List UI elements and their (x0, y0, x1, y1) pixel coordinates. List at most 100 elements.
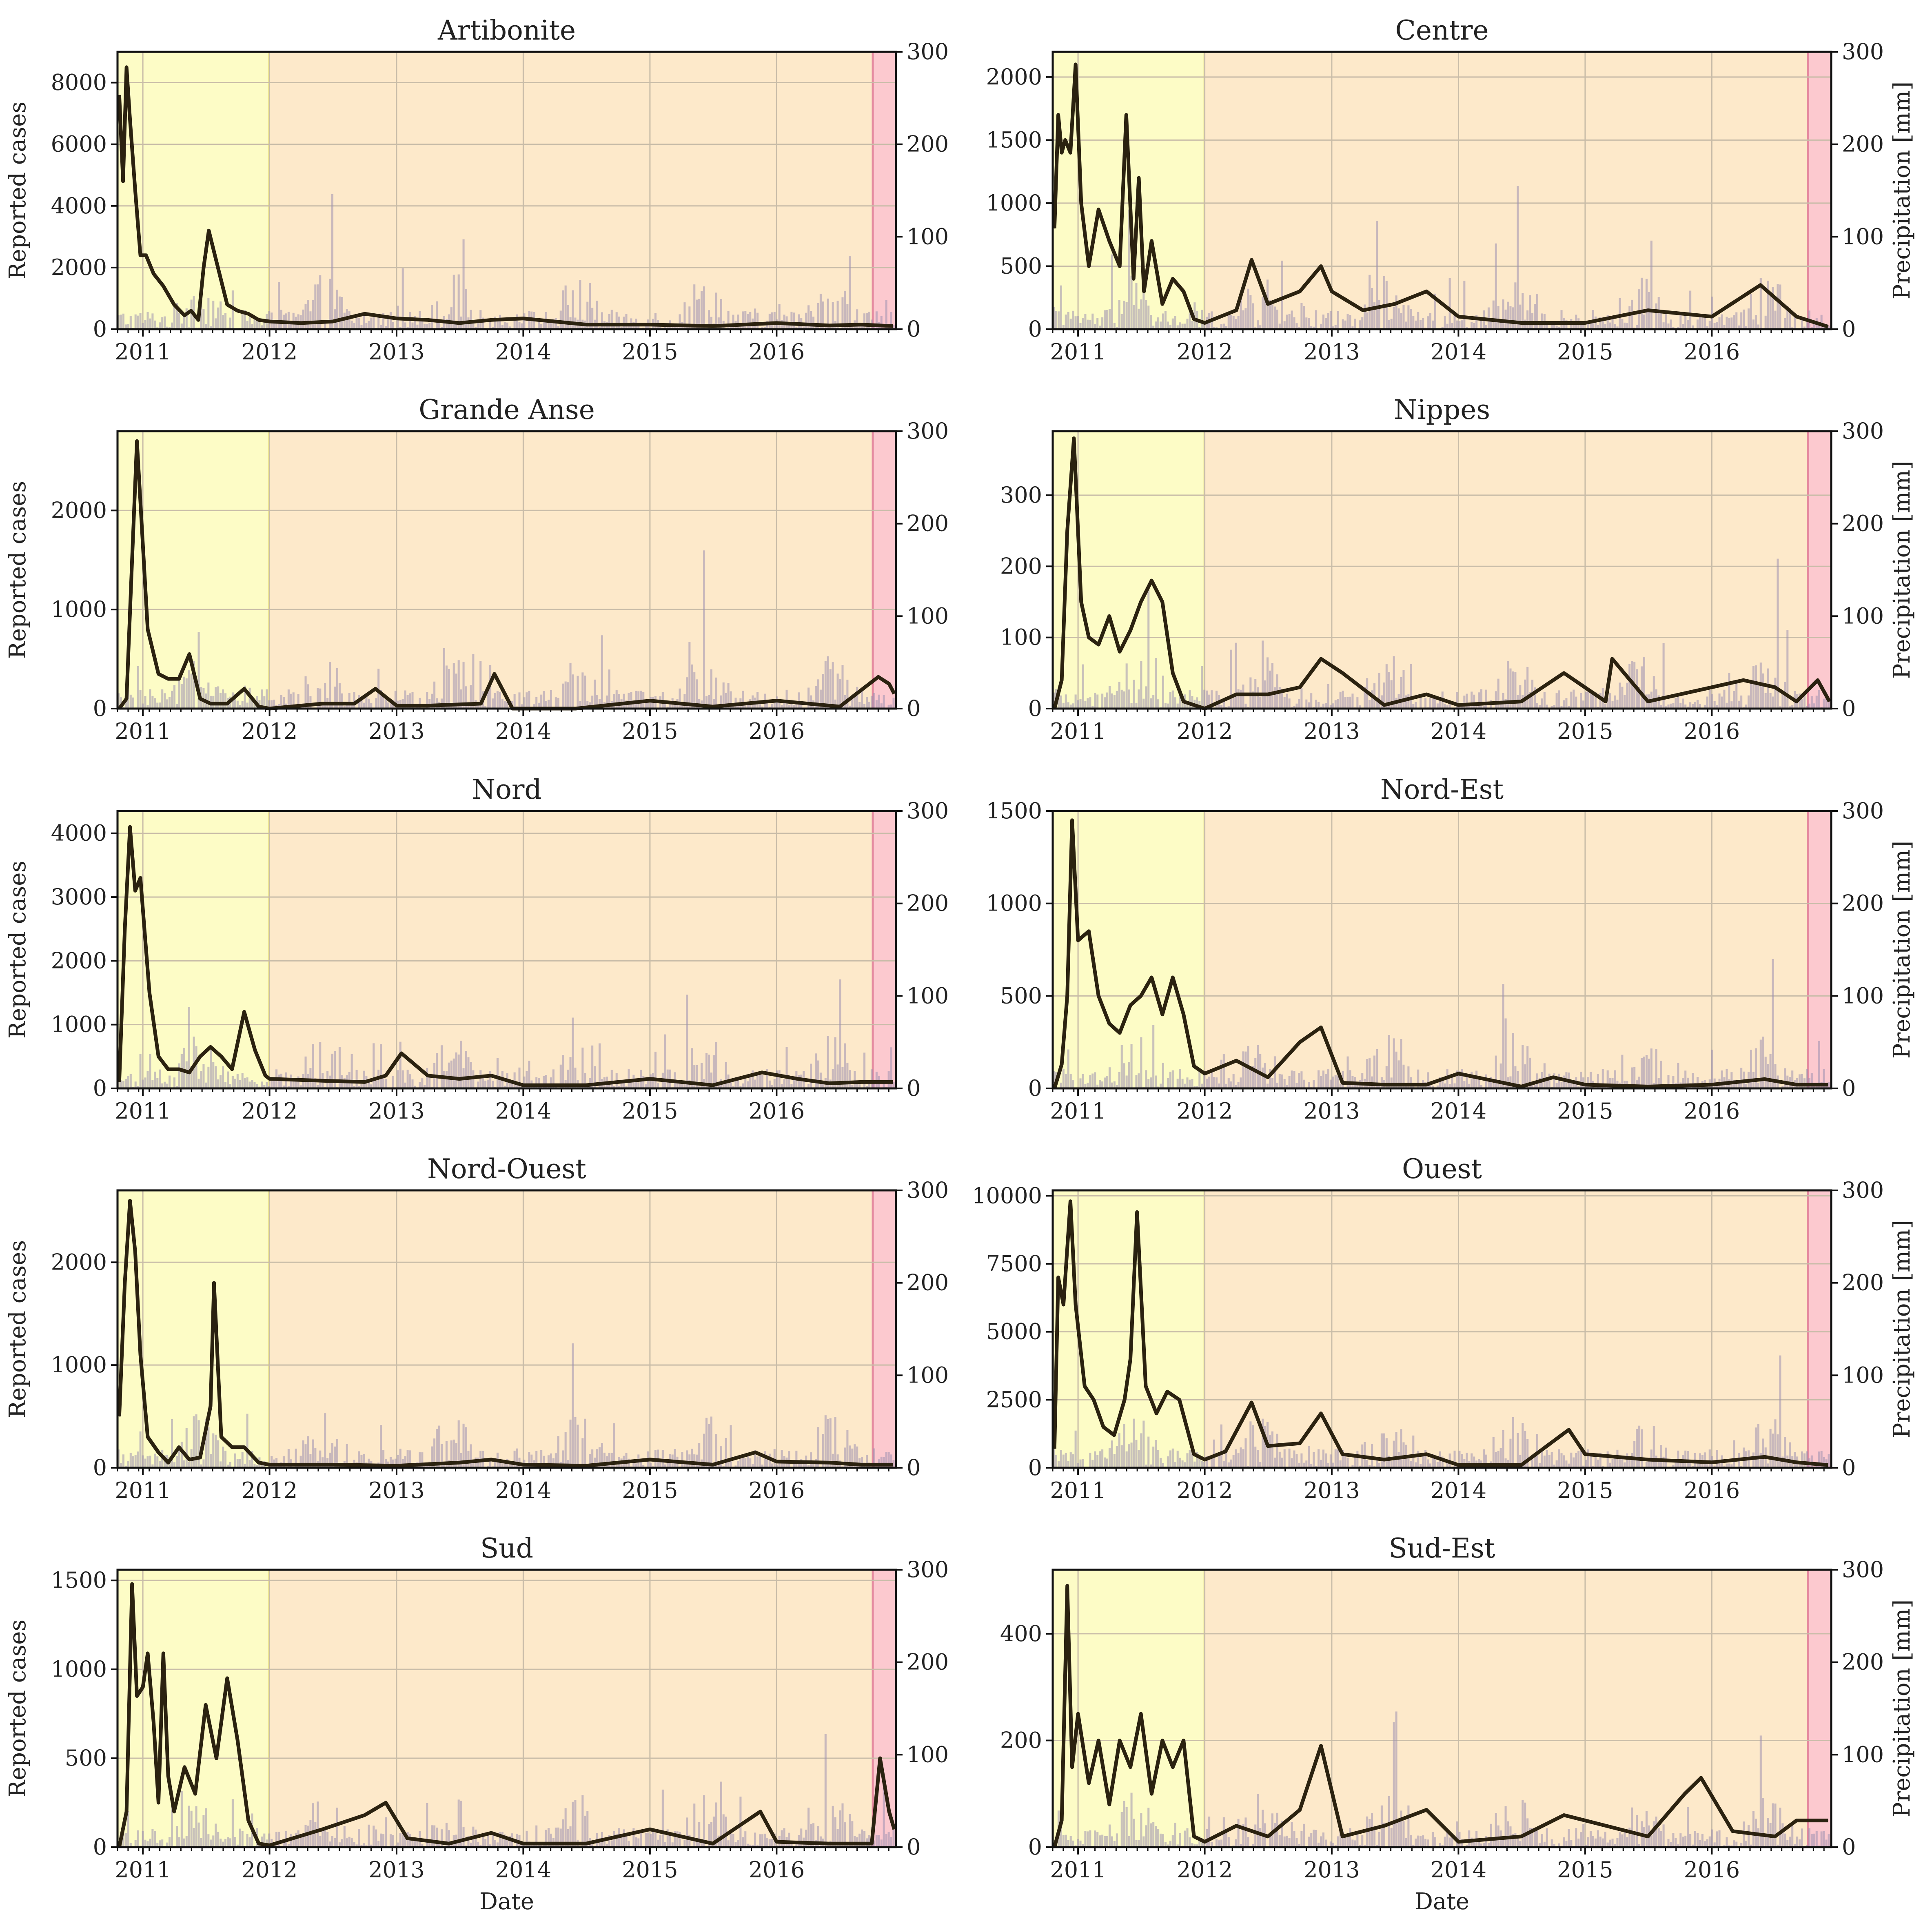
y-tick-label: 400 (1000, 1621, 1042, 1646)
precip-bar (197, 632, 200, 709)
precip-bar (1099, 1451, 1101, 1468)
precip-bar (312, 1044, 314, 1088)
precip-bar (1431, 320, 1434, 329)
precip-bar (224, 1082, 227, 1088)
precip-bar (1383, 682, 1385, 709)
precip-bar (1152, 695, 1155, 709)
precip-bar (118, 315, 120, 329)
precip-bar (572, 290, 574, 329)
precip-bar (1364, 1442, 1366, 1468)
precip-bar (406, 695, 409, 709)
precip-bar (730, 1082, 732, 1088)
cases-point (1204, 1073, 1205, 1074)
precip-bar (715, 1041, 717, 1088)
precip-bar (1619, 1832, 1621, 1847)
precip-bar (1196, 1452, 1198, 1468)
precip-bar (1587, 323, 1590, 329)
cases-point (829, 1843, 830, 1844)
precip-bar (156, 702, 159, 709)
precip-bar (1308, 1837, 1310, 1847)
precip-bar (1240, 1077, 1242, 1088)
precip-bar (1640, 666, 1643, 709)
precip-bar (693, 1065, 696, 1088)
precip-bar (1176, 703, 1179, 709)
precip-bar (1706, 696, 1708, 709)
precip-bar (319, 275, 322, 329)
panel-title: Centre (1395, 15, 1488, 46)
precip-bar (467, 1836, 470, 1847)
precip-bar (574, 1800, 577, 1847)
precip-bar (1490, 1077, 1492, 1088)
precip-bar (1624, 1462, 1626, 1468)
precip-bar (1232, 316, 1235, 329)
precip-bar (608, 669, 610, 709)
precip-bar (159, 702, 161, 709)
precip-bar (1065, 1074, 1067, 1088)
precip-bar (1235, 1449, 1237, 1468)
precip-bar (389, 312, 392, 329)
precip-bar (885, 300, 887, 329)
precip-bar (1810, 1073, 1813, 1088)
precip-bar (149, 689, 151, 709)
x-tick-label: 2014 (495, 1857, 551, 1883)
precip-bar (317, 284, 319, 329)
precip-bar (1490, 1823, 1492, 1847)
precip-bar (1179, 1069, 1181, 1088)
precip-bar (1478, 692, 1480, 709)
precip-bar (1269, 1835, 1271, 1847)
precip-bar (241, 1073, 244, 1088)
precip-bar (854, 1071, 856, 1088)
precip-bar (1351, 1465, 1354, 1468)
precip-bar (851, 1448, 854, 1468)
precip-bar (1390, 680, 1393, 709)
precip-bar (1072, 1454, 1074, 1468)
precip-bar (324, 321, 326, 329)
y-tick-label: 500 (65, 1745, 107, 1771)
precip-bar (428, 1840, 431, 1847)
precip-bar (382, 695, 385, 709)
precip-bar (188, 1806, 190, 1847)
precip-bar (436, 698, 438, 709)
precip-bar (725, 693, 727, 709)
precip-bar (712, 1817, 715, 1847)
precip-bar (1781, 1823, 1784, 1847)
precip-bar (642, 1465, 645, 1468)
precip-bar (1208, 1817, 1211, 1847)
precip-bar (450, 1844, 453, 1847)
precip-bar (1675, 1838, 1677, 1847)
x-tick-label: 2016 (749, 718, 805, 744)
precip-bar (1480, 689, 1483, 709)
y-tick-label: 0 (1028, 1455, 1042, 1480)
precip-bar (1687, 1077, 1689, 1088)
precip-bar (630, 1081, 632, 1088)
precip-bar (1733, 1440, 1735, 1468)
precip-bar (1667, 704, 1670, 709)
precip-bar (1402, 1442, 1405, 1468)
precip-bar (1473, 323, 1475, 329)
x-tick-label: 2011 (1050, 339, 1106, 365)
precip-bar (215, 1434, 217, 1468)
precip-bar (1485, 1836, 1487, 1847)
precip-bar (1594, 316, 1597, 329)
precip-bar (1281, 689, 1283, 709)
precip-bar (1587, 691, 1590, 709)
precip-bar (766, 702, 768, 709)
precip-bar (1116, 327, 1118, 329)
precip-bar (1120, 1445, 1123, 1468)
precip-bar (1660, 312, 1662, 329)
precip-bar (462, 239, 465, 329)
precip-bar (1181, 1460, 1184, 1468)
precip-bar (550, 1833, 552, 1847)
precip-bar (873, 1840, 875, 1847)
precip-bar (431, 1825, 433, 1847)
precip-bar (1203, 321, 1206, 329)
precip-bar (664, 702, 666, 709)
precip-bar (382, 1075, 385, 1088)
precip-bar (399, 1449, 401, 1468)
precip-bar (594, 1458, 596, 1468)
x-tick-label: 2012 (242, 339, 297, 365)
precip-bar (1278, 687, 1281, 709)
precip-bar (1089, 1453, 1091, 1468)
precip-bar (1553, 1465, 1555, 1468)
precip-bar (1244, 308, 1247, 329)
